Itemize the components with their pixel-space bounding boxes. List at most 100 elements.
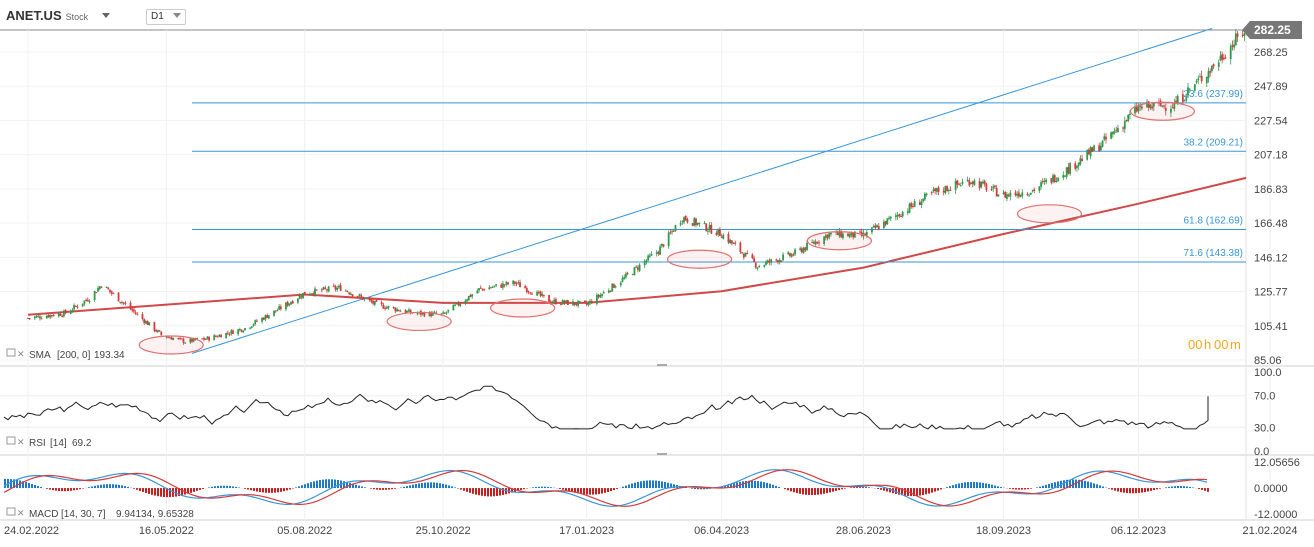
candle-body [896, 215, 899, 217]
symbol-selector[interactable]: ANET.US Stock [6, 8, 111, 23]
x-tick-label: 18.09.2023 [976, 525, 1031, 537]
legend-menu-icon[interactable] [6, 507, 16, 516]
candle-body [754, 262, 757, 268]
macd-histogram-bar [268, 488, 270, 493]
legend-menu-icon[interactable] [6, 348, 16, 357]
candle-body [572, 301, 574, 306]
timeframe-select[interactable]: D1 [146, 9, 186, 25]
macd-histogram-bar [1147, 488, 1149, 492]
candle-body [1067, 166, 1070, 174]
candle-body [1081, 158, 1083, 162]
candle-body [513, 281, 516, 284]
rsi-line[interactable] [3, 385, 1209, 430]
candle-body [191, 338, 193, 342]
pane-resize-handle[interactable] [657, 364, 667, 366]
annotation-ellipse[interactable] [1016, 204, 1083, 224]
trendline[interactable] [191, 27, 1213, 354]
candle-body [587, 302, 590, 306]
macd-histogram-bar [394, 488, 396, 489]
macd-line[interactable] [3, 469, 1208, 507]
candle-body [252, 324, 255, 326]
candle-body [1229, 46, 1232, 59]
macd-histogram-bar [637, 481, 639, 489]
candle-body [290, 302, 292, 305]
candle-body [49, 314, 52, 318]
annotation-ellipse[interactable] [1129, 101, 1196, 121]
candle-body [1219, 55, 1222, 61]
candle-body [1062, 175, 1065, 178]
macd-histogram-bar [40, 487, 42, 489]
macd-histogram-bar [586, 488, 588, 495]
macd-histogram-bar [817, 488, 819, 495]
macd-histogram-bar [244, 488, 246, 489]
macd-histogram-bar [796, 488, 798, 494]
macd-histogram-bar [547, 486, 549, 489]
candle-body [33, 316, 36, 319]
candle-body [232, 330, 234, 334]
candle-body [1171, 107, 1174, 109]
candle-body [778, 259, 781, 263]
candle-body [273, 310, 275, 316]
candle-body [816, 242, 819, 244]
annotation-ellipse[interactable] [138, 335, 204, 355]
macd-legend[interactable]: ✕ MACD [14, 30, 7] 9.94134, 9.65328 [6, 507, 194, 520]
candle-body [119, 301, 122, 303]
macd-histogram-bar [970, 481, 972, 489]
candle-body [440, 313, 443, 315]
macd-histogram-bar [955, 484, 957, 489]
candle-body [1217, 62, 1220, 67]
rsi-legend[interactable]: ✕ RSI [14] 69.2 [6, 436, 92, 449]
candle-body [1127, 114, 1130, 121]
candle-body [143, 319, 146, 323]
candle-body [457, 302, 460, 306]
pane-resize-handle[interactable] [657, 453, 667, 455]
macd-histogram-bar [829, 488, 831, 493]
candle-body [298, 295, 301, 299]
candle-body [623, 277, 626, 279]
candle-body [932, 189, 935, 192]
macd-histogram-bar [79, 488, 81, 490]
macd-histogram-bar [52, 488, 54, 491]
candle-body [1041, 181, 1044, 183]
macd-histogram-bar [904, 488, 906, 496]
macd-histogram-bar [430, 482, 432, 489]
candle-body [266, 315, 269, 318]
candle-body [168, 337, 171, 339]
candle-body [548, 295, 550, 302]
candle-body [481, 288, 484, 290]
annotation-ellipse[interactable] [490, 298, 556, 318]
sma-line[interactable] [27, 176, 1247, 316]
macd-histogram-bar [838, 488, 840, 491]
close-icon[interactable]: ✕ [17, 437, 25, 447]
candle-body [1065, 167, 1068, 177]
macd-histogram-bar [982, 482, 984, 489]
macd-histogram-bar [754, 480, 756, 489]
candle-body [543, 294, 545, 296]
annotation-ellipse[interactable] [386, 311, 452, 332]
sma-legend[interactable]: ✕ SMA [200, 0] 193.34 [6, 348, 125, 361]
macd-histogram-bar [673, 484, 675, 489]
macd-histogram-bar [424, 482, 426, 489]
macd-histogram-bar [862, 486, 864, 489]
candle-body [631, 274, 634, 276]
candle-body [1224, 57, 1227, 59]
macd-histogram-bar [97, 485, 99, 489]
macd-histogram-bar [4, 478, 6, 489]
macd-histogram-bar [1198, 488, 1200, 490]
macd-signal-line[interactable] [3, 469, 1208, 507]
macd-histogram-bar [1000, 487, 1002, 489]
candle-body [1173, 102, 1176, 109]
candle-body [332, 285, 335, 287]
candle-body [828, 233, 831, 238]
macd-histogram-bar [520, 488, 522, 491]
annotation-ellipse[interactable] [667, 249, 733, 269]
macd-histogram-bar [778, 486, 780, 489]
close-icon[interactable]: ✕ [17, 349, 25, 359]
candle-body [799, 248, 802, 251]
annotation-ellipse[interactable] [806, 231, 873, 251]
close-icon[interactable]: ✕ [17, 508, 25, 518]
candle-body [1159, 100, 1162, 106]
legend-menu-icon[interactable] [6, 436, 16, 445]
candle-body [203, 337, 205, 340]
